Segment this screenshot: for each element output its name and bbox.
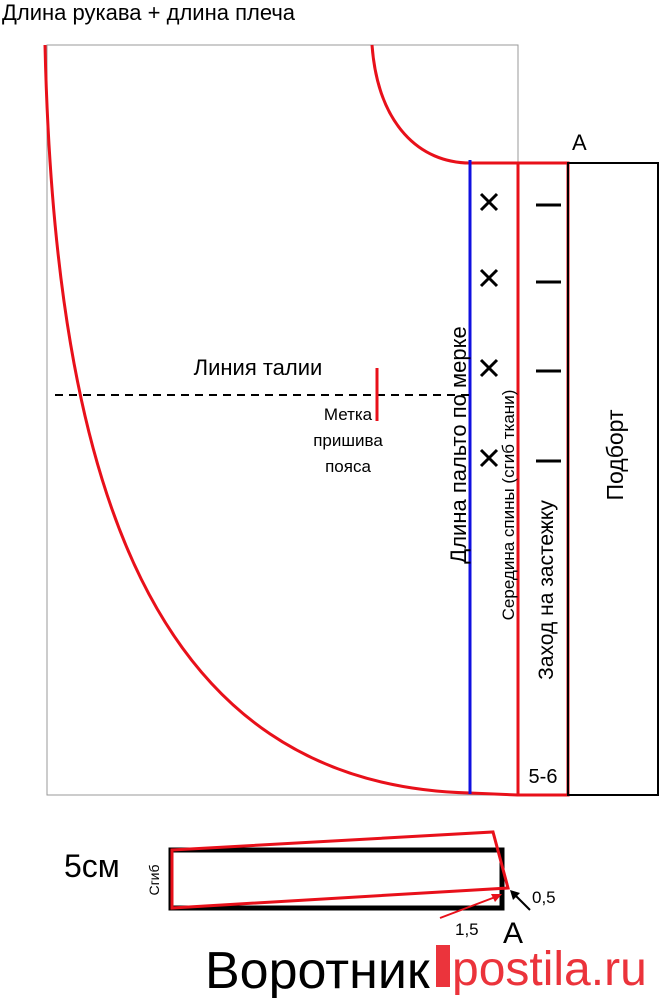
overlap-strip [516, 161, 570, 797]
collar-title: Воротник [205, 942, 430, 998]
overlap-label: Заход на застежку [535, 500, 558, 680]
offset-large: 1,5 [455, 920, 479, 939]
arrow [439, 895, 499, 919]
belt-mark-label: пояса [325, 457, 371, 476]
collar-shape [170, 830, 510, 910]
waist-label: Линия талии [194, 355, 323, 380]
hem-curve [43, 44, 519, 797]
belt-mark-label: Метка [324, 405, 373, 424]
dash-marks [536, 203, 561, 463]
watermark: postila.ru [452, 943, 647, 996]
center-back-label: Середина спины (сгиб ткани) [499, 390, 518, 621]
facing-label: Подборт [602, 409, 628, 500]
arrow-head [510, 890, 520, 900]
facing-strip [567, 162, 659, 796]
corner-label: A [572, 130, 587, 155]
collar-width: 5см [64, 848, 120, 884]
offset-small: 0,5 [532, 888, 556, 907]
belt-mark-label: пришива [313, 431, 383, 450]
length-label: Длина пальто по мерке [446, 326, 471, 563]
arrow-head [491, 894, 502, 902]
overlap-width: 5-6 [529, 766, 558, 788]
title: Длина рукава + длина плеча [2, 0, 296, 25]
cross-marks [479, 192, 499, 468]
neck-curve [370, 44, 518, 165]
collar-corner: A [503, 917, 523, 950]
fold-label: Сгиб [146, 864, 162, 895]
watermark-logo [436, 945, 450, 987]
